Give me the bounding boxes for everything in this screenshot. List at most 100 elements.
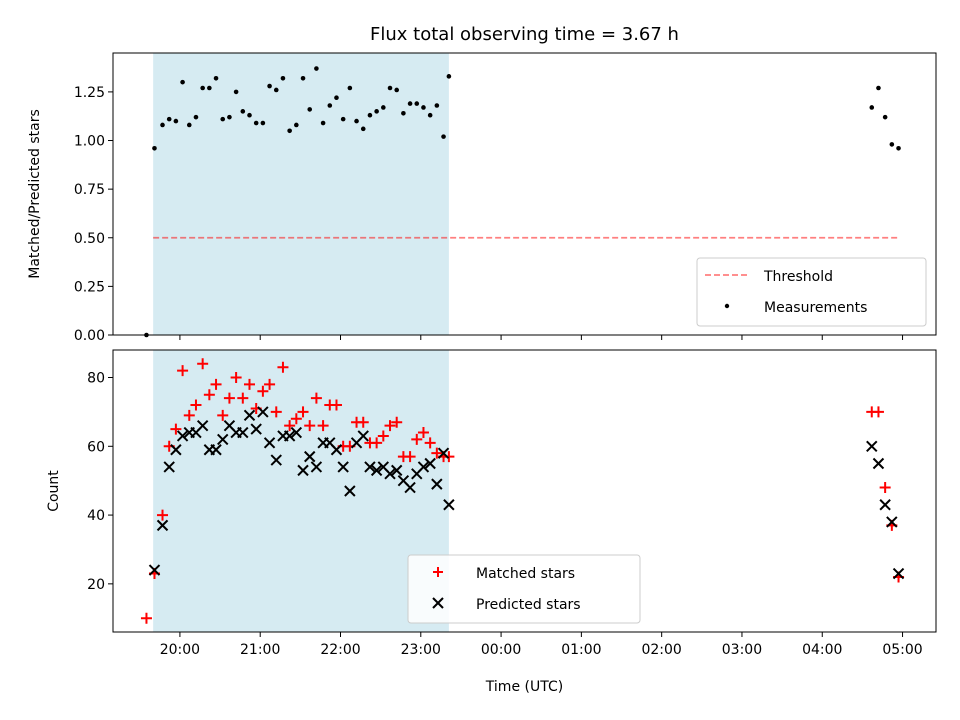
measurement-point [421, 105, 426, 110]
measurement-point [200, 85, 205, 91]
top-y-axis-label: Matched/Predicted stars [27, 109, 43, 279]
matched-star-point [297, 406, 309, 418]
predicted-star-point [290, 426, 303, 439]
x-tick-label: 23:00 [401, 642, 441, 658]
predicted-star-point [357, 430, 369, 442]
x-tick-label: 00:00 [481, 642, 521, 658]
predicted-star-point [431, 478, 443, 490]
measurement-point [327, 103, 333, 108]
matched-star-point [257, 385, 269, 397]
top-y-ticks: 0.00 0.25 0.50 0.75 1.00 1.25 [74, 85, 113, 344]
measurement-point [193, 114, 199, 120]
matched-star-point [157, 509, 169, 521]
matched-star-point [310, 392, 322, 404]
predicted-star-point [237, 426, 249, 439]
matched-star-point [290, 413, 302, 425]
predicted-star-point [892, 567, 905, 580]
measurement-point [876, 85, 881, 91]
legend-predicted-label: Predicted stars [476, 597, 581, 613]
measurement-point [347, 85, 353, 91]
predicted-star-point [310, 461, 323, 473]
predicted-star-point [417, 461, 430, 473]
measurement-point [247, 112, 252, 118]
measurement-point [260, 120, 266, 126]
measurement-point [320, 120, 326, 126]
measurement-point [307, 107, 313, 112]
measurement-point [394, 87, 400, 93]
measurement-point [253, 120, 259, 126]
measurement-point [220, 116, 226, 122]
measurement-point [367, 112, 373, 118]
x-tick-label: 03:00 [722, 642, 762, 658]
matched-star-point [237, 392, 249, 404]
y-tick-label: 1.00 [74, 134, 105, 150]
top-x-ticks [179, 335, 904, 340]
measurement-point [240, 109, 246, 114]
predicted-star-point [217, 433, 229, 446]
matched-star-point [357, 416, 369, 428]
y-tick-label: 40 [87, 508, 105, 524]
matched-star-point [277, 361, 289, 373]
matched-star-point [431, 447, 443, 459]
predicted-star-point [344, 485, 356, 497]
matched-star-points [140, 358, 905, 624]
measurement-point [180, 79, 185, 85]
matched-star-point [330, 399, 342, 411]
matched-star-point [183, 409, 195, 421]
predicted-star-point [210, 444, 222, 456]
y-tick-label: 0.50 [74, 231, 105, 247]
matched-star-point [223, 392, 235, 404]
predicted-star-point [148, 564, 161, 576]
observing-window-shade-top [153, 53, 449, 335]
predicted-star-point [170, 444, 182, 456]
measurement-point [889, 142, 895, 147]
matched-star-point [177, 365, 189, 377]
measurement-point [381, 105, 386, 110]
predicted-star-point [270, 454, 282, 466]
predicted-star-point [384, 468, 396, 480]
predicted-star-point [304, 450, 316, 463]
measurement-point [294, 122, 299, 128]
matched-star-point [190, 399, 202, 411]
matched-star-point [264, 378, 276, 390]
top-legend-box [696, 257, 927, 327]
legend-predicted-swatch [432, 597, 444, 609]
predicted-star-point [176, 430, 189, 442]
predicted-star-point [243, 409, 256, 422]
y-tick-label: 20 [87, 577, 105, 593]
legend-measurements-swatch [724, 303, 730, 309]
measurement-point [896, 145, 901, 151]
predicted-star-point [337, 461, 349, 473]
predicted-star-point [196, 419, 209, 432]
matched-star-point [284, 420, 296, 432]
bottom-y-ticks: 20 40 60 80 [87, 371, 113, 593]
matched-star-point [443, 451, 455, 463]
predicted-star-point [443, 499, 455, 511]
measurement-point [387, 85, 393, 91]
matched-star-point [243, 378, 255, 390]
measurement-point [441, 134, 446, 139]
measurement-point [166, 116, 172, 122]
y-tick-label: 0.25 [74, 279, 105, 295]
measurement-point [300, 75, 306, 81]
matched-star-point [377, 430, 389, 442]
top-plot-frame [112, 52, 937, 336]
measurement-point [213, 75, 219, 81]
measurement-point [152, 145, 157, 151]
matched-star-point [872, 406, 884, 418]
predicted-star-points [148, 406, 905, 580]
measurement-point [869, 105, 875, 110]
bottom-panel: 20 40 60 80 20:00 21:00 22:00 23:00 00:00 01:00 0… [46, 349, 937, 695]
matched-star-point [371, 437, 383, 449]
matched-star-point [304, 420, 316, 432]
top-panel: 0.00 0.25 0.50 0.75 1.00 1.25 Flux total obse… [27, 24, 937, 344]
measurement-point [882, 114, 888, 120]
predicted-star-point [424, 457, 436, 470]
measurement-point [434, 103, 440, 108]
matched-star-point [404, 451, 416, 463]
measurement-point [354, 118, 359, 124]
matched-star-point [140, 612, 152, 624]
predicted-star-point [866, 440, 878, 453]
x-axis-label: Time (UTC) [485, 679, 563, 695]
